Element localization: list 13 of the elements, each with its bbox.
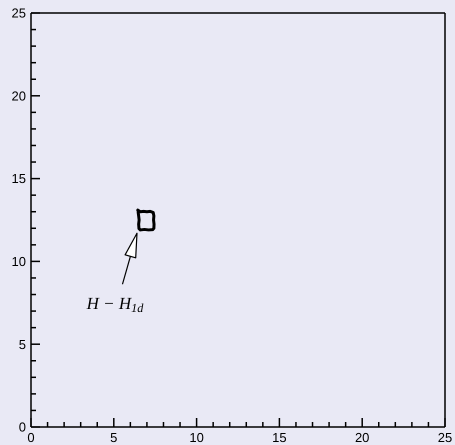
x-tick-label: 20 — [354, 430, 370, 445]
line-series — [136, 208, 156, 232]
x-tick-label: 15 — [272, 430, 287, 445]
annotation: H − H$_{1d}$ — [86, 294, 144, 316]
x-tick-label: 5 — [110, 430, 118, 445]
y-tick-label: 5 — [18, 336, 26, 352]
x-tick-label: 10 — [189, 430, 204, 445]
y-tick-label: 10 — [12, 254, 26, 269]
x-tick-label: 25 — [438, 430, 452, 445]
y-tick-label: 25 — [12, 6, 26, 21]
y-tick-label: 20 — [12, 88, 26, 104]
y-tick-label: 0 — [18, 420, 26, 435]
y-tick-label: 15 — [12, 171, 26, 186]
